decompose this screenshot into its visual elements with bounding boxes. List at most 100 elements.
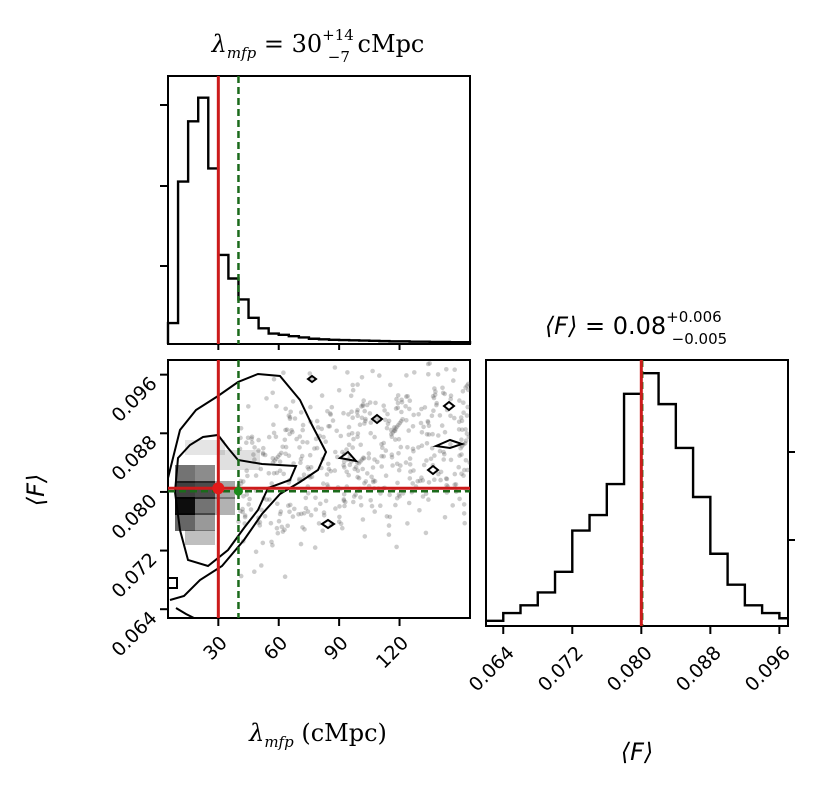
scatter-point <box>390 463 395 468</box>
F-xtick-label: 0.064 <box>465 642 519 696</box>
scatter-point <box>415 478 421 484</box>
scatter-point <box>385 411 390 417</box>
scatter-point <box>387 492 392 498</box>
scatter-point <box>340 449 345 455</box>
scatter-point <box>247 496 252 502</box>
scatter-point <box>392 428 398 434</box>
scatter-point <box>372 353 377 358</box>
scatter-point <box>441 449 446 455</box>
scatter-point <box>375 459 380 465</box>
scatter-point <box>448 396 454 402</box>
scatter-point <box>328 412 333 417</box>
scatter-point <box>287 416 293 422</box>
scatter-point <box>355 434 360 440</box>
scatter-point <box>327 424 333 429</box>
scatter-point <box>274 470 280 476</box>
scatter-point <box>436 471 441 477</box>
scatter-point <box>341 459 347 464</box>
F-ytick-label: 0.072 <box>108 549 162 603</box>
scatter-point <box>386 418 392 424</box>
scatter-point <box>396 467 402 473</box>
scatter-point <box>249 434 255 440</box>
scatter-point <box>298 541 304 547</box>
scatter-point <box>341 463 346 468</box>
scatter-point <box>269 539 274 545</box>
scatter-point <box>316 521 322 526</box>
scatter-point <box>420 478 426 483</box>
scatter-point <box>305 440 310 445</box>
scatter-point <box>318 501 323 507</box>
scatter-point <box>259 507 264 513</box>
scatter-point <box>275 454 281 460</box>
scatter-point <box>260 540 266 546</box>
scatter-point <box>297 434 303 439</box>
scatter-point <box>341 410 346 416</box>
scatter-point <box>259 563 264 568</box>
scatter-point <box>277 459 283 465</box>
scatter-point <box>465 467 470 473</box>
scatter-point <box>463 438 469 444</box>
scatter-point <box>286 413 292 418</box>
scatter-point <box>362 408 368 414</box>
scatter-point <box>362 421 367 426</box>
scatter-point <box>368 420 374 425</box>
scatter-point <box>257 519 263 525</box>
scatter-point <box>350 415 356 421</box>
scatter-point <box>355 468 361 474</box>
scatter-point <box>264 396 269 401</box>
scatter-point <box>244 440 249 446</box>
scatter-point <box>462 520 468 526</box>
scatter-point <box>274 456 279 462</box>
scatter-point <box>349 409 354 415</box>
scatter-point <box>437 413 443 418</box>
scatter-point <box>404 418 409 423</box>
scatter-point <box>434 402 439 408</box>
scatter-point <box>362 481 367 486</box>
scatter-point <box>334 428 340 434</box>
scatter-point <box>292 506 297 512</box>
scatter-point <box>288 409 294 415</box>
scatter-point <box>399 409 404 415</box>
scatter-point <box>268 520 274 526</box>
scatter-point <box>353 492 358 497</box>
scatter-point <box>313 507 319 512</box>
density-cell <box>175 497 195 515</box>
scatter-point <box>381 440 387 446</box>
F-xtick-label: 0.080 <box>603 642 657 696</box>
scatter-point <box>355 407 360 413</box>
scatter-point <box>395 393 401 398</box>
scatter-point <box>435 372 441 377</box>
scatter-point <box>456 427 462 432</box>
scatter-point <box>467 460 470 465</box>
scatter-point <box>452 471 458 477</box>
scatter-point <box>252 445 257 450</box>
scatter-point <box>372 509 378 514</box>
scatter-point <box>436 433 441 438</box>
scatter-point <box>396 436 402 442</box>
density-cell <box>215 497 235 515</box>
scatter-point <box>379 464 385 469</box>
scatter-point <box>350 387 356 393</box>
scatter-point <box>333 506 338 511</box>
scatter-point <box>271 430 277 436</box>
scatter-point <box>453 482 459 487</box>
scatter-point <box>381 403 387 409</box>
scatter-point <box>299 511 304 517</box>
scatter-point <box>421 462 427 468</box>
scatter-point <box>314 418 320 424</box>
scatter-point <box>432 392 438 398</box>
scatter-point <box>280 444 286 450</box>
scatter-point <box>405 445 410 450</box>
scatter-point <box>246 404 251 409</box>
scatter-point <box>325 409 330 414</box>
scatter-point <box>386 523 392 528</box>
scatter-point <box>326 461 331 467</box>
scatter-point <box>300 439 306 445</box>
scatter-point <box>358 442 364 448</box>
scatter-point <box>394 461 400 467</box>
scatter-point <box>306 491 311 496</box>
scatter-point <box>388 427 394 433</box>
scatter-point <box>465 404 470 410</box>
scatter-point <box>264 497 270 502</box>
scatter-point <box>458 415 464 420</box>
